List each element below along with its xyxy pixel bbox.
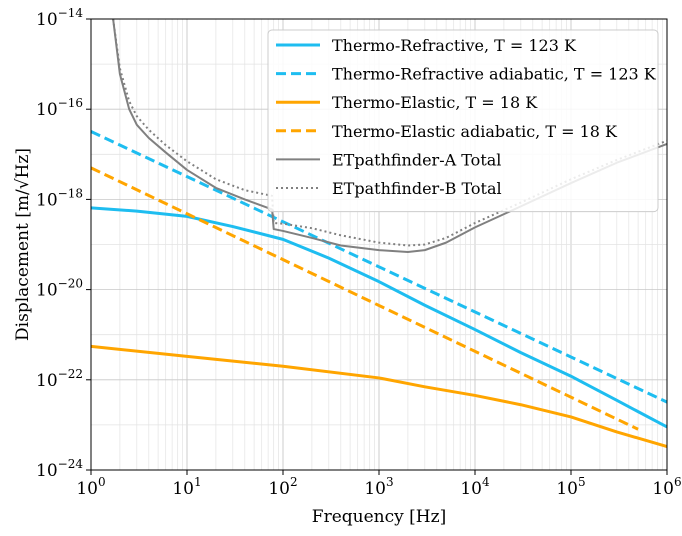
y-tick-label: 10−22 — [36, 367, 83, 391]
x-tick-label: 101 — [172, 475, 201, 499]
legend: Thermo-Refractive, T = 123 K Thermo-Refra… — [267, 29, 659, 213]
y-tick-label: 10−16 — [36, 96, 83, 120]
axis-ticks: 100 101 102 103 104 105 106 10−24 10−22 10−20 10−1… — [36, 6, 682, 499]
series-lines — [90, 18, 668, 449]
legend-box — [267, 29, 659, 213]
series-line — [90, 166, 639, 431]
grid — [90, 18, 668, 471]
y-tick-label: 10−20 — [36, 277, 83, 301]
x-tick-label: 104 — [460, 475, 490, 499]
x-tick-label: 102 — [268, 475, 297, 499]
y-axis-label: Displacement [m/√Hz] — [13, 148, 33, 341]
legend-label: ETpathfinder-B Total — [332, 179, 502, 198]
x-tick-label: 106 — [652, 475, 681, 499]
y-tick-label: 10−18 — [36, 186, 83, 210]
x-tick-label: 105 — [556, 475, 585, 499]
x-tick-label: 100 — [76, 475, 105, 499]
series-line — [90, 344, 668, 449]
series-line — [112, 18, 668, 254]
y-tick-label: 10−14 — [36, 6, 83, 30]
legend-label: ETpathfinder-A Total — [332, 150, 501, 169]
legend-label: Thermo-Elastic, T = 18 K — [332, 93, 538, 112]
x-axis-label: Frequency [Hz] — [312, 507, 446, 527]
series-line — [90, 130, 668, 404]
x-tick-label: 103 — [364, 475, 393, 499]
legend-label: Thermo-Refractive adiabatic, T = 123 K — [332, 65, 657, 84]
y-tick-label: 10−24 — [36, 457, 83, 481]
series-line — [90, 206, 668, 429]
legend-label: Thermo-Elastic adiabatic, T = 18 K — [332, 122, 618, 141]
legend-label: Thermo-Refractive, T = 123 K — [332, 36, 577, 55]
